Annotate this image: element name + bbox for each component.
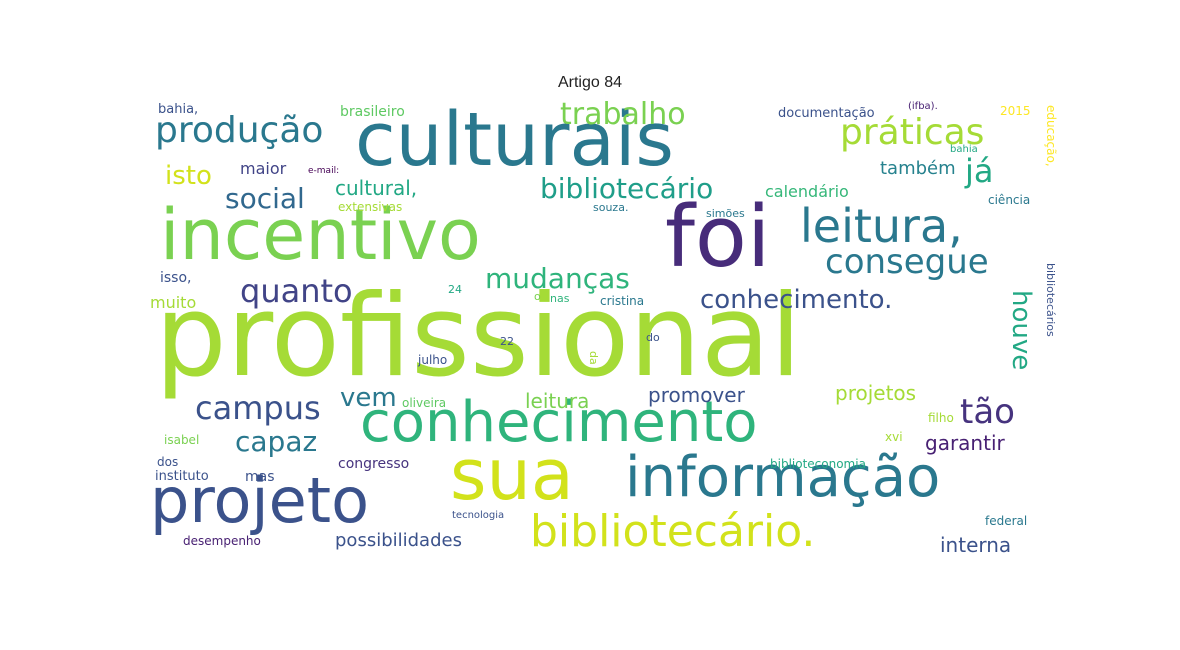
cloud-word: mas bbox=[245, 469, 275, 485]
cloud-word: social bbox=[225, 182, 305, 215]
cloud-word: cultural, bbox=[335, 176, 418, 200]
cloud-word: nas bbox=[550, 292, 570, 305]
cloud-word: campus bbox=[195, 389, 321, 427]
cloud-word: 24 bbox=[448, 283, 462, 296]
cloud-word: isso, bbox=[160, 270, 192, 286]
cloud-word: extensivas bbox=[338, 200, 403, 214]
cloud-word: conhecimento bbox=[360, 390, 758, 455]
cloud-word: bibliotecário. bbox=[530, 506, 816, 557]
cloud-word: federal bbox=[985, 514, 1028, 528]
cloud-word: mudanças bbox=[485, 262, 630, 295]
cloud-word: (ifba). bbox=[908, 101, 938, 112]
cloud-word: produção bbox=[155, 110, 324, 151]
cloud-word: profissional bbox=[155, 270, 802, 402]
cloud-word: julho bbox=[418, 353, 448, 367]
cloud-word: tão bbox=[960, 392, 1015, 432]
cloud-word: muito bbox=[150, 293, 197, 312]
cloud-word: 22 bbox=[500, 335, 514, 348]
cloud-word: filho bbox=[928, 411, 954, 425]
cloud-word: dos bbox=[157, 455, 179, 469]
cloud-word: bahia bbox=[950, 144, 978, 155]
cloud-word: xvi bbox=[885, 430, 903, 444]
cloud-word: consegue bbox=[825, 242, 989, 282]
cloud-word: conhecimento. bbox=[700, 285, 893, 315]
cloud-word: bibliotecário bbox=[540, 172, 714, 205]
cloud-word: bahia, bbox=[158, 102, 199, 117]
cloud-word: garantir bbox=[925, 431, 1005, 455]
word-cloud: profissional culturais incentivo foi conheci… bbox=[150, 95, 1060, 560]
cloud-word: culturais bbox=[355, 97, 674, 183]
cloud-word: já bbox=[965, 152, 994, 190]
cloud-word: trabalho bbox=[560, 97, 686, 132]
cloud-word: isabel bbox=[164, 433, 200, 447]
cloud-word: maior bbox=[240, 159, 287, 178]
cloud-word: brasileiro bbox=[340, 104, 405, 120]
cloud-word: ciência bbox=[988, 193, 1031, 207]
cloud-word: o bbox=[534, 290, 541, 303]
cloud-word: vem bbox=[340, 383, 397, 413]
cloud-word: capaz bbox=[235, 425, 318, 458]
cloud-word: quanto bbox=[240, 272, 353, 310]
cloud-word: biblioteconomia bbox=[770, 457, 866, 471]
cloud-word: tecnologia bbox=[452, 510, 505, 521]
cloud-word: foi bbox=[665, 188, 771, 287]
cloud-word: também bbox=[880, 158, 956, 179]
cloud-word: interna bbox=[940, 533, 1012, 557]
cloud-word: cristina bbox=[600, 294, 645, 308]
cloud-word: calendário bbox=[765, 182, 849, 201]
cloud-word: souza. bbox=[593, 201, 629, 214]
cloud-word: e-mail: bbox=[308, 166, 340, 176]
plot-title: Artigo 84 bbox=[557, 74, 623, 91]
cloud-word: do bbox=[646, 331, 660, 344]
cloud-word: congresso bbox=[338, 456, 410, 472]
cloud-word: projeto bbox=[150, 464, 370, 537]
cloud-word: projetos bbox=[835, 381, 917, 405]
cloud-word: bibliotecários bbox=[1044, 263, 1057, 337]
cloud-word: documentação bbox=[778, 106, 875, 121]
cloud-word: leitura bbox=[525, 389, 590, 413]
cloud-word: informação bbox=[625, 445, 941, 510]
cloud-word: leitura, bbox=[800, 199, 963, 253]
cloud-word: simões bbox=[706, 207, 745, 220]
cloud-word: práticas bbox=[840, 112, 985, 153]
cloud-word: isto bbox=[165, 161, 212, 191]
cloud-word: educação, bbox=[1044, 105, 1058, 167]
cloud-word: incentivo bbox=[160, 194, 481, 276]
cloud-word: promover bbox=[648, 383, 745, 407]
cloud-word: oliveira bbox=[402, 396, 447, 410]
cloud-word: sua bbox=[450, 434, 574, 516]
cloud-word: houve bbox=[1006, 290, 1036, 371]
cloud-word: possibilidades bbox=[335, 530, 462, 551]
cloud-word: instituto bbox=[155, 469, 209, 484]
cloud-word: 2015 bbox=[1000, 104, 1031, 118]
cloud-word: desempenho bbox=[183, 534, 261, 548]
cloud-word: da bbox=[587, 351, 600, 365]
